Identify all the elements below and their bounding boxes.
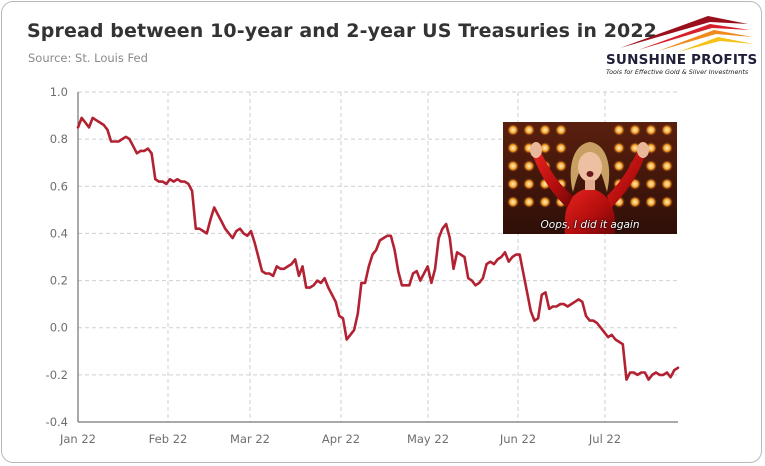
series xyxy=(76,116,680,381)
x-tick-label: Jul 22 xyxy=(588,432,621,446)
sunshine-profits-logo: SUNSHINE PROFITS Tools for Effective Gol… xyxy=(598,12,758,78)
stage-light xyxy=(507,142,519,154)
stage-light xyxy=(661,196,673,208)
stage-light xyxy=(555,142,567,154)
x-tick-label: Feb 22 xyxy=(149,432,188,446)
x-tick-label: Apr 22 xyxy=(322,432,360,446)
stage-light xyxy=(629,124,641,136)
logo-swoosh-icon xyxy=(620,16,754,52)
y-tick-label: 0.4 xyxy=(50,226,68,240)
stage-light xyxy=(613,160,625,172)
stage-light xyxy=(523,196,535,208)
stage-light xyxy=(507,196,519,208)
x-tick-label: Jan 22 xyxy=(59,432,96,446)
chart-title: Spread between 10-year and 2-year US Tre… xyxy=(27,20,658,42)
logo-tagline: Tools for Effective Gold & Silver Invest… xyxy=(606,68,749,76)
stage-light xyxy=(613,142,625,154)
stage-light xyxy=(645,196,657,208)
stage-light xyxy=(523,124,535,136)
x-tick-label: May 22 xyxy=(407,432,449,446)
stage-light xyxy=(629,196,641,208)
stage-light xyxy=(613,124,625,136)
y-tick-label: 0.8 xyxy=(50,132,68,146)
y-tick-label: -0.4 xyxy=(46,415,68,429)
x-tick-label: Mar 22 xyxy=(230,432,270,446)
stage-light xyxy=(523,178,535,190)
stage-light xyxy=(555,124,567,136)
meme-caption: Oops, I did it again xyxy=(540,219,640,231)
stage-light xyxy=(645,178,657,190)
stage-light xyxy=(661,178,673,190)
axes xyxy=(77,92,678,423)
chart-source: Source: St. Louis Fed xyxy=(28,51,148,65)
stage-light xyxy=(539,124,551,136)
stage-light xyxy=(523,160,535,172)
y-tick-label: 0.6 xyxy=(50,179,68,193)
stage-light xyxy=(507,160,519,172)
stage-light xyxy=(661,160,673,172)
y-tick-label: 0.2 xyxy=(50,274,68,288)
stage-light xyxy=(645,160,657,172)
y-tick-label: -0.2 xyxy=(46,368,68,382)
tick-labels: 1.0 0.8 0.6 0.4 0.2 0.0 -0.2 -0.4 Jan 22 Feb 22 Ma… xyxy=(46,85,622,446)
stage-light xyxy=(645,124,657,136)
logo-name: SUNSHINE PROFITS xyxy=(606,52,758,68)
stage-light xyxy=(661,124,673,136)
x-tick-label: Jun 22 xyxy=(499,432,536,446)
stage-light xyxy=(539,142,551,154)
spread-series-line xyxy=(76,116,680,381)
stage-light xyxy=(539,196,551,208)
singer-illustration xyxy=(503,122,677,234)
stage-light xyxy=(507,124,519,136)
meme-image: Oops, I did it again xyxy=(503,122,677,234)
stage-light xyxy=(661,142,673,154)
stage-light xyxy=(507,178,519,190)
y-tick-label: 0.0 xyxy=(50,321,68,335)
stage-light xyxy=(555,160,567,172)
y-tick-label: 1.0 xyxy=(50,85,68,99)
